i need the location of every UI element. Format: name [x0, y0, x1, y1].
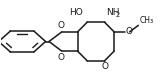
Text: O: O [126, 27, 133, 36]
Text: O: O [101, 62, 108, 71]
Text: O: O [57, 21, 64, 30]
Text: O: O [57, 53, 64, 62]
Text: HO: HO [69, 8, 83, 17]
Text: 2: 2 [115, 12, 120, 18]
Text: CH₃: CH₃ [139, 16, 153, 24]
Text: NH: NH [106, 8, 120, 17]
